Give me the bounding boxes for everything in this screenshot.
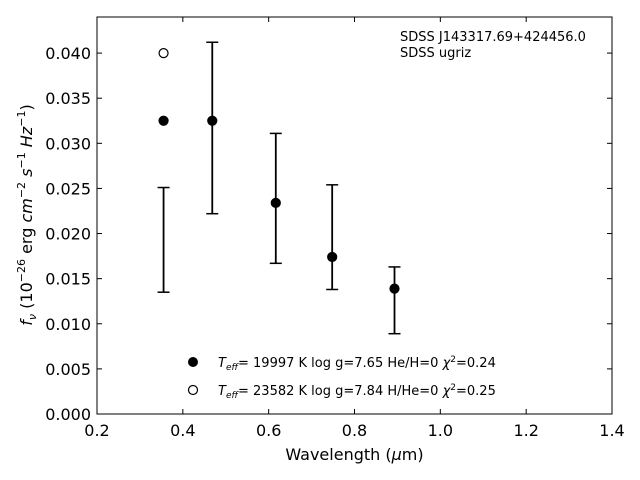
- x-ticks-group: 0.2 0.4 0.6 0.8 1.0 1.2 1.4: [84, 17, 625, 440]
- model-point-filled: [270, 197, 281, 208]
- plot-frame: [96, 16, 613, 415]
- x-tick-label: 0.4: [170, 421, 195, 440]
- legend-marker-filled: [188, 357, 198, 367]
- y-tick-label: 0.015: [45, 270, 91, 289]
- model-point-filled: [389, 283, 400, 294]
- y-tick-label: 0.025: [45, 179, 91, 198]
- legend-marker-open: [187, 384, 199, 396]
- errorbars-group: [157, 41, 401, 335]
- y-tick-label: 0.010: [45, 315, 91, 334]
- x-tick-label: 0.6: [256, 421, 281, 440]
- y-tick-label: 0.035: [45, 89, 91, 108]
- y-axis-label: fν (10−26 erg cm−2 s−1 Hz−1): [15, 104, 39, 325]
- y-tick-label: 0.020: [45, 225, 91, 244]
- x-tick-label: 1.0: [428, 421, 453, 440]
- plot-background: [97, 17, 612, 414]
- y-tick-label: 0.005: [45, 360, 91, 379]
- annotation-object: SDSS J143317.69+424456.0: [400, 30, 586, 45]
- legend: Teff= 19997 K log g=7.65 He/H=0 χ2=0.24 …: [187, 355, 496, 401]
- model-point-filled: [327, 251, 338, 263]
- x-tick-label: 0.2: [84, 421, 109, 440]
- model-point-filled: [158, 115, 169, 126]
- model-point-open: [158, 47, 169, 59]
- y-tick-label: 0.000: [45, 405, 91, 424]
- x-tick-label: 1.2: [513, 421, 538, 440]
- y-tick-label: 0.030: [45, 134, 91, 153]
- y-tick-label: 0.040: [45, 44, 91, 63]
- x-axis-label: Wavelength (μm): [285, 445, 423, 464]
- legend-entry-2: Teff= 23582 K log g=7.84 H/He=0 χ2=0.25: [218, 383, 496, 401]
- points-group: [158, 47, 400, 294]
- model-point-filled: [207, 115, 218, 126]
- y-ticks-group: 0.000 0.005 0.010 0.015 0.020 0.025 0.030 0.035…: [45, 44, 612, 424]
- annotation-filters: SDSS ugriz: [400, 46, 471, 61]
- x-tick-label: 1.4: [599, 421, 624, 440]
- x-tick-label: 0.8: [342, 421, 367, 440]
- legend-entry-1: Teff= 19997 K log g=7.65 He/H=0 χ2=0.24: [218, 355, 496, 373]
